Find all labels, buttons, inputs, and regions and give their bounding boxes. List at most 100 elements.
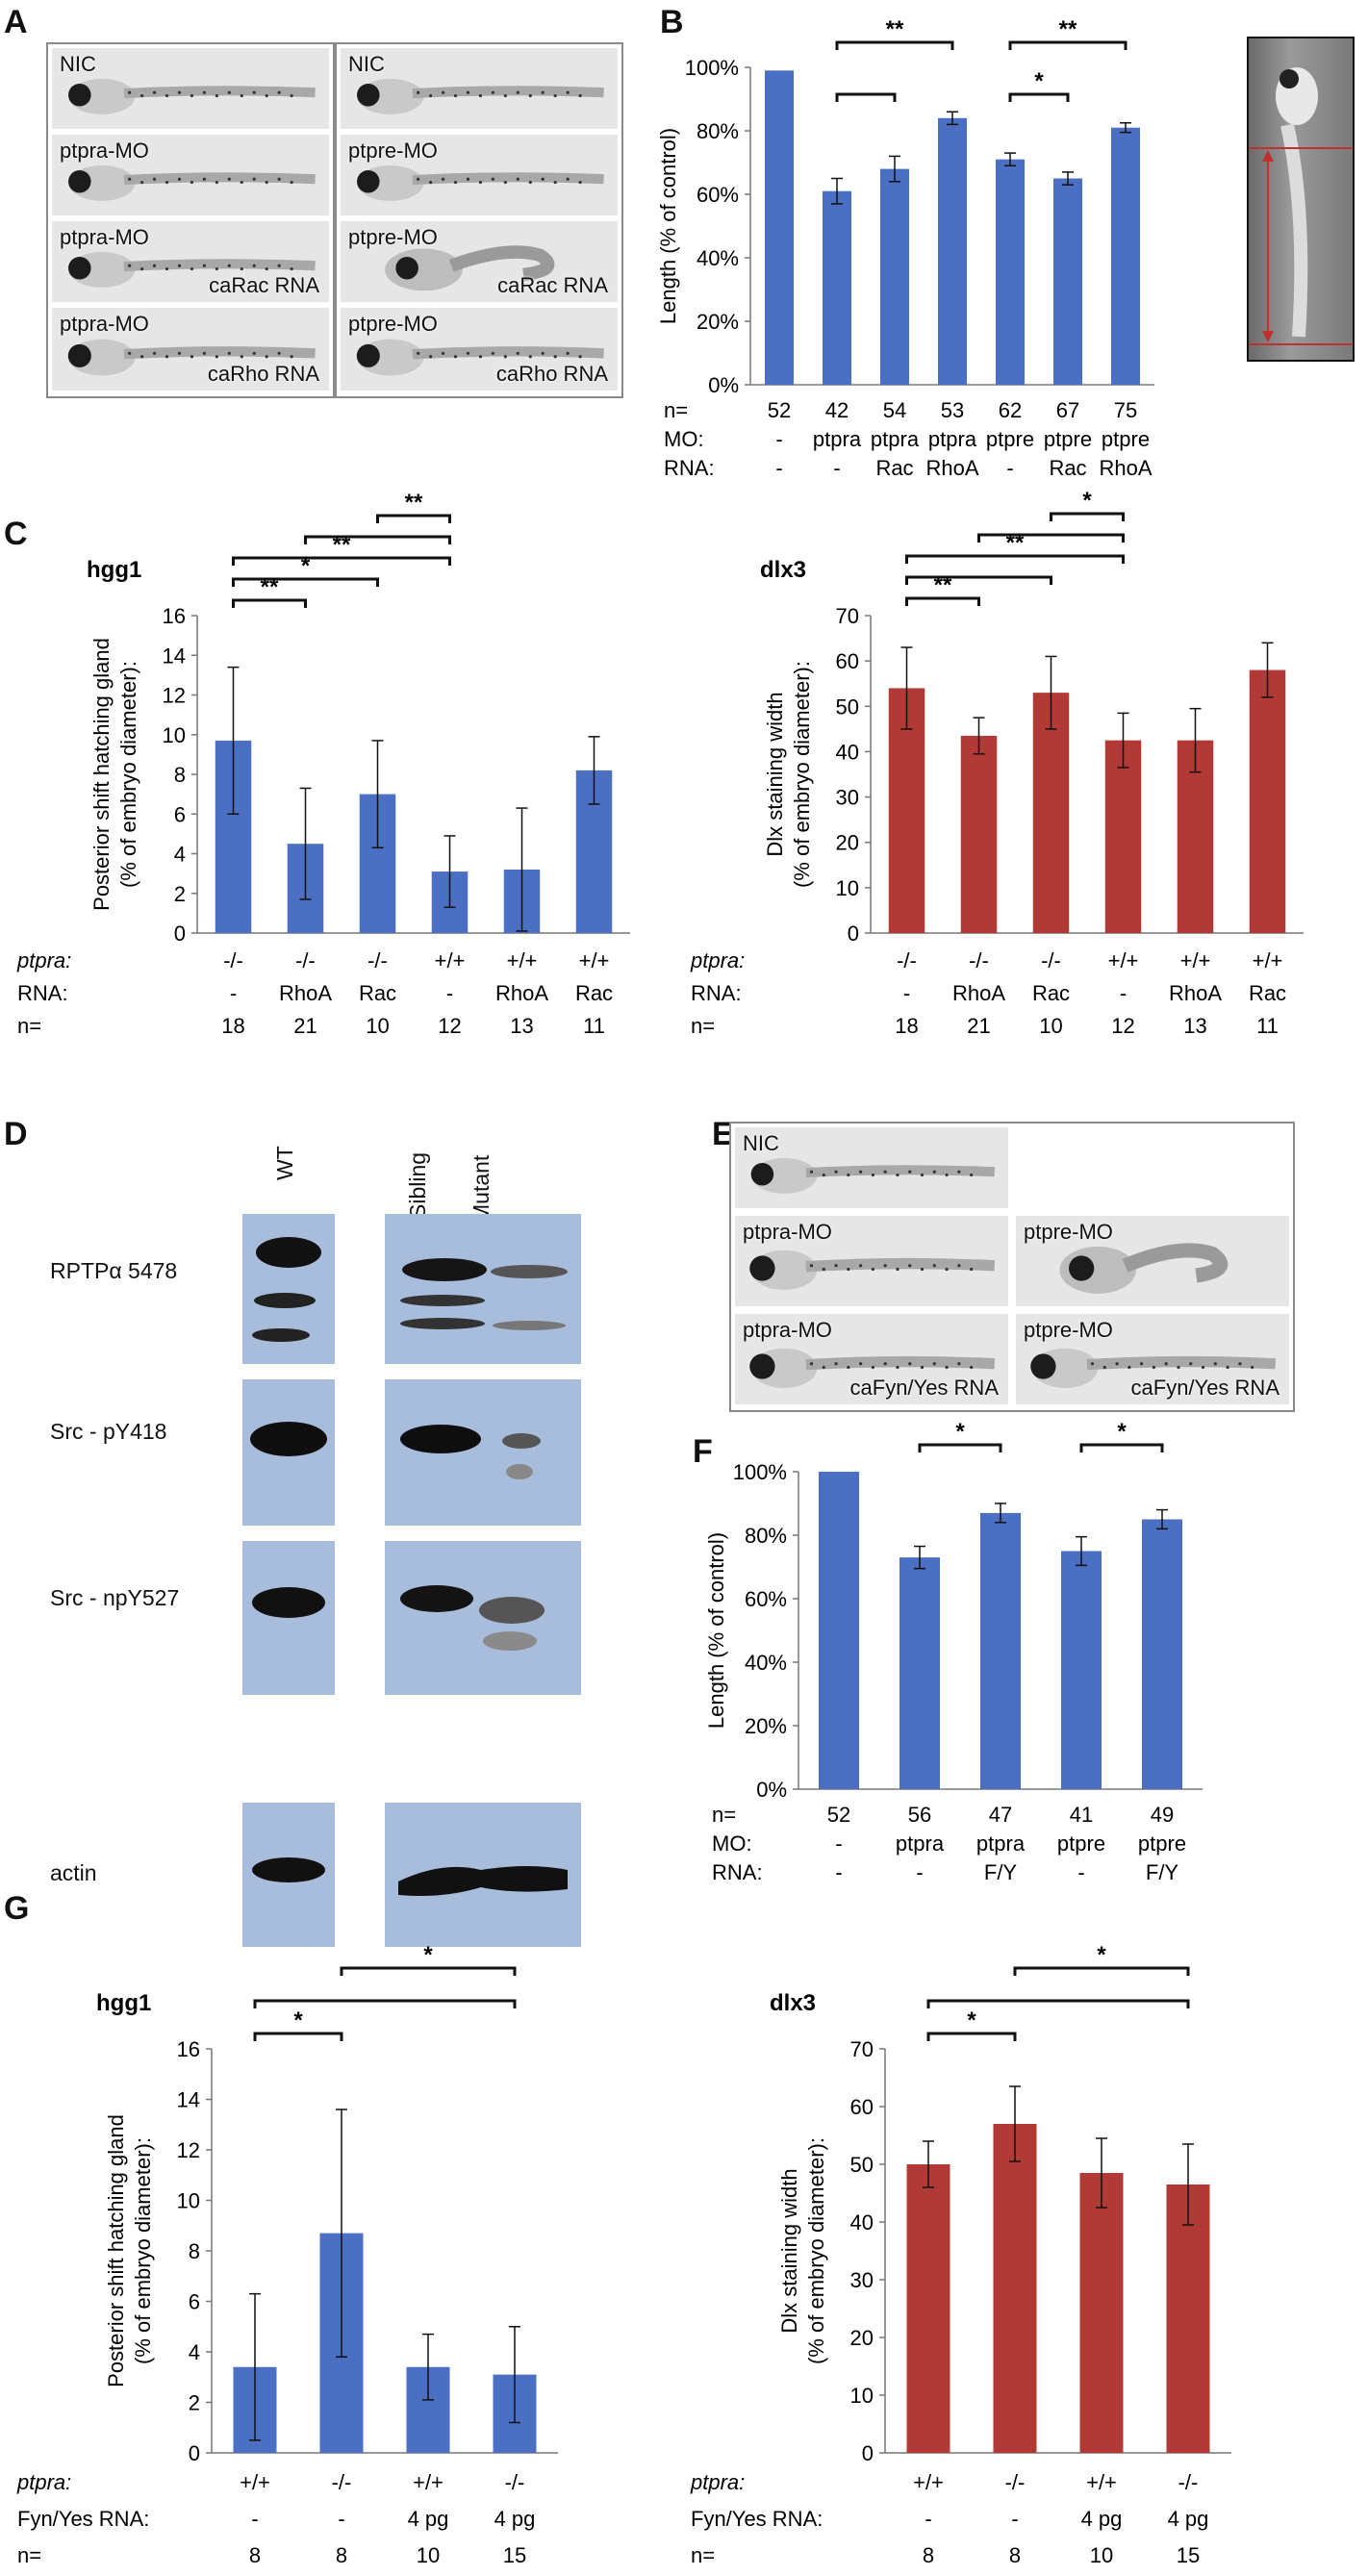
y-tick-label: 30	[836, 786, 859, 810]
row-cell: 10	[1090, 2543, 1113, 2567]
row-cell: +/+	[1180, 948, 1211, 972]
blot-image	[242, 1214, 335, 1364]
row-cell: -	[835, 1831, 842, 1856]
row-cell: ptpre	[1102, 427, 1150, 451]
y-tick-label: 10	[177, 2189, 200, 2213]
row-cell: Rac	[1049, 456, 1086, 480]
y-tick-label: 100%	[685, 56, 739, 80]
row-cell: -/-	[1041, 948, 1061, 972]
significance-bracket	[232, 598, 307, 608]
embryo-image: NIC	[52, 48, 329, 129]
bar	[993, 2124, 1037, 2453]
row-cell: +/+	[579, 948, 610, 972]
row-cell: 49	[1151, 1803, 1174, 1827]
row-label: ptpra:	[16, 948, 71, 972]
row-cell: F/Y	[984, 1860, 1018, 1884]
image-label: ptpre-MO	[348, 139, 438, 163]
panel-e-box: NIC ptpra-MO ptpre-MO ptpra-MO caFyn/Yes …	[729, 1122, 1295, 1412]
y-tick-label: 80%	[745, 1524, 787, 1548]
y-tick-label: 4	[174, 843, 186, 867]
image-label: NIC	[743, 1131, 779, 1155]
y-tick-label: 60%	[745, 1587, 787, 1611]
chart-c-dlx3: 0 10 20 30 40 50 60 70 Dlx staining width (% of e…	[690, 488, 1304, 1038]
row-label: Fyn/Yes RNA:	[691, 2507, 823, 2531]
row-cell: 11	[583, 1014, 605, 1038]
y-tick-label: 70	[850, 2037, 874, 2061]
blot-image	[385, 1803, 581, 1947]
row-cell: -	[835, 1860, 842, 1884]
significance-bracket	[1079, 1443, 1164, 1452]
y-axis-label: Dlx staining width (% of embryo diameter)…	[763, 661, 814, 888]
significance-label: *	[1082, 488, 1092, 514]
row-cell: 10	[417, 2543, 440, 2567]
significance-label: *	[955, 1419, 965, 1445]
y-tick-label: 60%	[697, 183, 739, 207]
y-tick-label: 14	[163, 644, 186, 668]
row-cell: -/-	[969, 948, 989, 972]
row-label: n=	[691, 1014, 715, 1038]
row-cell: -	[1077, 1860, 1084, 1884]
significance-label: *	[1097, 1942, 1106, 1968]
row-cell: 13	[510, 1014, 533, 1038]
y-tick-label: 50	[836, 695, 859, 719]
chart-g-hgg1: 0 2 4 6 8 10 12 14 16 Posterior shift hatching gl…	[16, 1942, 558, 2567]
blot-row-label: actin	[50, 1860, 97, 1885]
significance-bracket	[253, 1999, 517, 2008]
bar	[1249, 669, 1286, 933]
row-cell: 21	[967, 1014, 990, 1038]
blot-image	[385, 1541, 581, 1695]
y-tick-label: 20%	[745, 1714, 787, 1738]
significance-bracket	[905, 575, 1052, 585]
y-tick-label: 6	[174, 802, 186, 826]
significance-bracket	[1050, 512, 1125, 521]
row-cell: -	[251, 2507, 258, 2531]
significance-label: *	[1117, 1419, 1127, 1445]
significance-bracket	[376, 514, 451, 523]
significance-bracket	[926, 1999, 1190, 2008]
y-tick-label: 16	[177, 2037, 200, 2061]
row-cell: Rac	[1032, 981, 1070, 1005]
row-cell: 4 pg	[1168, 2507, 1209, 2531]
significance-label: **	[333, 532, 351, 558]
row-cell: +/+	[240, 2470, 270, 2494]
row-cell: 13	[1183, 1014, 1206, 1038]
y-tick-label: 2	[189, 2391, 200, 2415]
blot-image	[242, 1379, 335, 1526]
row-cell: ptpra	[976, 1831, 1026, 1856]
row-cell: Rac	[575, 981, 613, 1005]
panel-letter-g: G	[4, 1890, 30, 1927]
image-sublabel: caRho RNA	[495, 362, 608, 386]
significance-label: *	[301, 553, 311, 579]
y-tick-label: 0	[189, 2441, 200, 2465]
row-cell: 15	[1177, 2543, 1200, 2567]
row-cell: ptpre	[1057, 1831, 1105, 1856]
significance-label: **	[886, 16, 904, 42]
row-cell: RhoA	[952, 981, 1005, 1005]
row-cell: F/Y	[1146, 1860, 1179, 1884]
row-label: MO:	[712, 1831, 752, 1856]
significance-label: **	[405, 490, 423, 516]
blot-row-label: Src - pY418	[50, 1419, 167, 1444]
row-cell: 4 pg	[494, 2507, 536, 2531]
blot-image	[385, 1379, 581, 1526]
bar	[996, 159, 1025, 385]
row-cell: 62	[999, 398, 1022, 422]
row-cell: 53	[941, 398, 964, 422]
row-cell: 47	[989, 1803, 1012, 1827]
image-label: ptpra-MO	[60, 225, 149, 249]
row-cell: +/+	[435, 948, 466, 972]
significance-bracket	[905, 554, 1125, 564]
y-tick-label: 14	[177, 2088, 200, 2112]
image-sublabel: caRho RNA	[207, 362, 319, 386]
y-tick-label: 20%	[697, 310, 739, 334]
blot-image	[385, 1214, 581, 1364]
row-cell: ptpre	[986, 427, 1034, 451]
row-cell: -	[833, 456, 840, 480]
panel-a-left-box: NIC ptpra-MO ptpra-MO caRac RNA ptpra-MO c…	[46, 42, 335, 398]
significance-bracket	[835, 92, 897, 102]
panel-letter-b: B	[660, 4, 684, 40]
row-cell: -	[1120, 981, 1127, 1005]
y-tick-label: 6	[189, 2290, 200, 2314]
row-cell: 52	[768, 398, 791, 422]
bar	[906, 2164, 950, 2453]
